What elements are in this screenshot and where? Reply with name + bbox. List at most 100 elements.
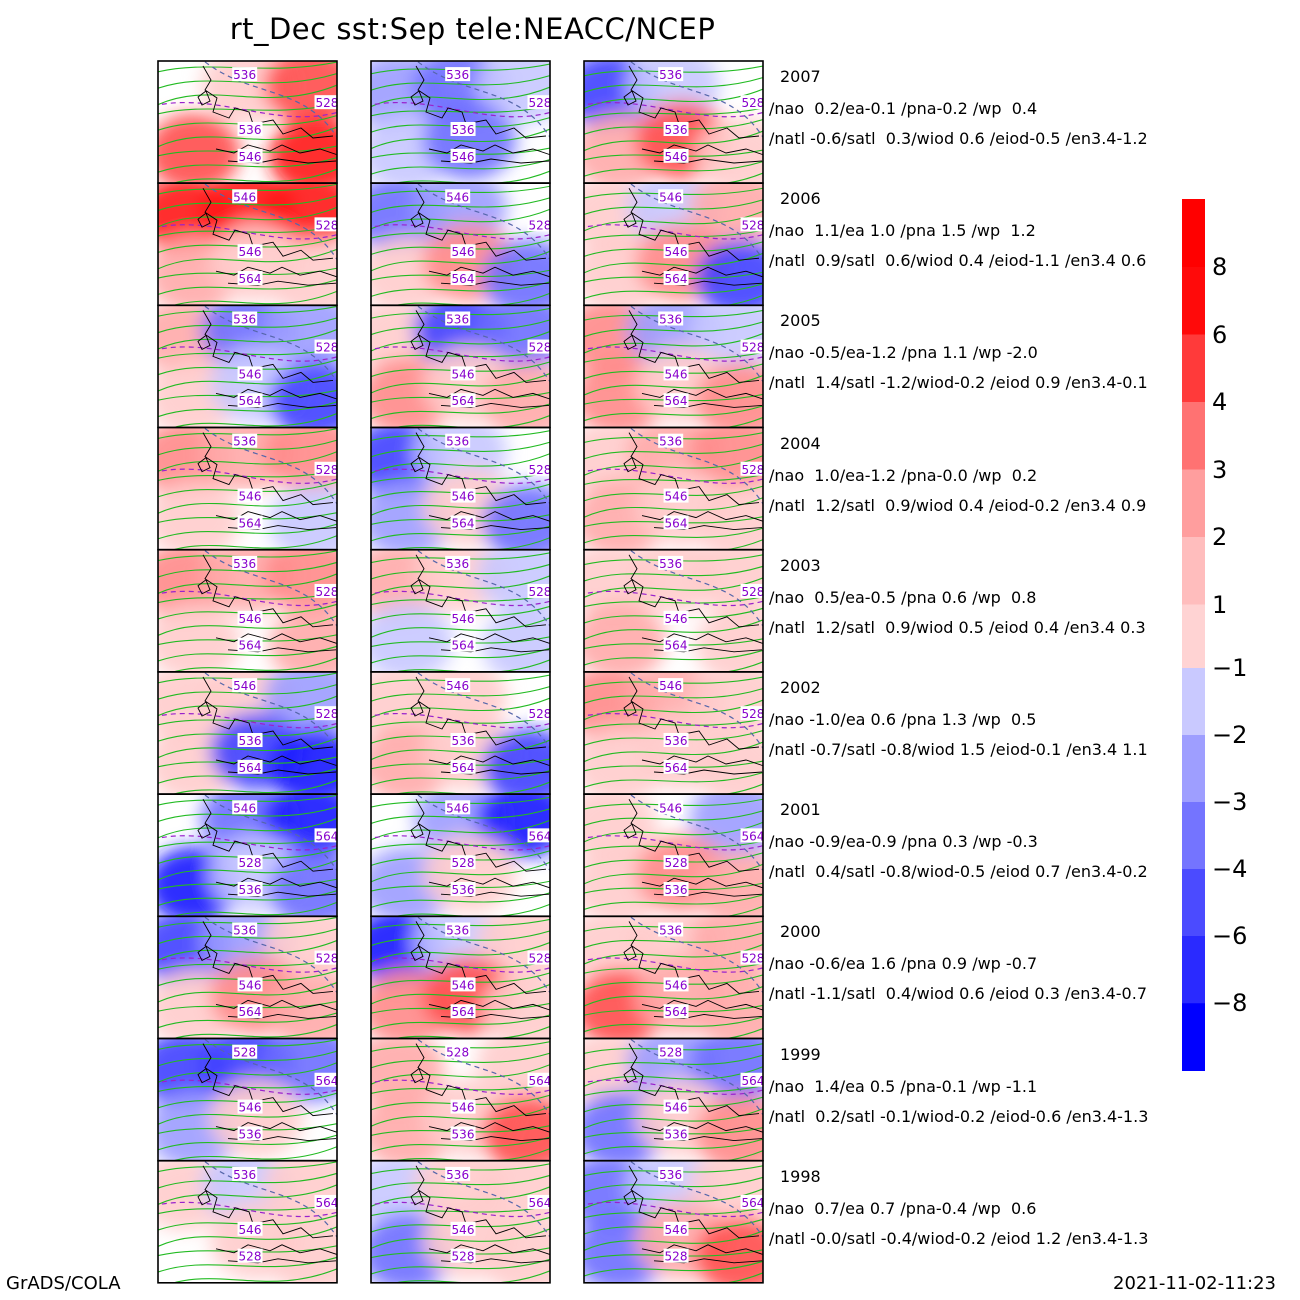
contour-label: 528 bbox=[665, 1250, 688, 1264]
teleconnection-indices: /nao -0.6/ea 1.6 /pna 0.9 /wp -0.7 bbox=[769, 954, 1038, 974]
coastline bbox=[410, 554, 550, 653]
height-contour bbox=[584, 321, 763, 338]
contour-label: 564 bbox=[665, 761, 688, 775]
sst-indices: /natl 0.4/satl -0.8/wiod-0.5 /eiod 0.7 /… bbox=[769, 862, 1148, 882]
height-contour bbox=[584, 527, 763, 544]
anomaly-blob bbox=[481, 1216, 550, 1283]
map-panel: 536 546 564 528 bbox=[583, 426, 764, 551]
height-contour bbox=[371, 281, 550, 298]
height-contour bbox=[371, 1228, 550, 1250]
coastline bbox=[410, 676, 550, 775]
contour-label: 546 bbox=[452, 612, 475, 626]
contour-label: 536 bbox=[239, 883, 262, 897]
coastline bbox=[410, 1043, 550, 1142]
coastline bbox=[410, 65, 550, 164]
height-contour bbox=[158, 317, 337, 334]
height-contour bbox=[584, 649, 763, 666]
colorbar-tick-label: −3 bbox=[1212, 788, 1248, 816]
height-contour bbox=[158, 928, 337, 945]
map-panel: 536 546 564 528 bbox=[157, 548, 338, 673]
height-contour bbox=[158, 695, 337, 717]
anomaly-blob bbox=[481, 1094, 550, 1161]
coastline bbox=[197, 65, 337, 164]
height-contour bbox=[371, 617, 550, 639]
contour-label: 564 bbox=[239, 516, 262, 530]
contour-label: 536 bbox=[659, 313, 682, 327]
contour-label: 546 bbox=[665, 367, 688, 381]
height-contour bbox=[584, 1016, 763, 1033]
map-panel: 536 546 564 528 bbox=[370, 426, 551, 551]
height-contour bbox=[584, 840, 763, 852]
contour-label: 546 bbox=[239, 1101, 262, 1115]
anomaly-blob bbox=[481, 605, 550, 672]
height-contour bbox=[158, 84, 337, 106]
colorbar-segment bbox=[1182, 267, 1205, 335]
contour-label: 528 bbox=[742, 707, 765, 721]
height-contour bbox=[158, 737, 337, 759]
contour-label: 546 bbox=[239, 150, 262, 164]
height-contour bbox=[584, 1085, 763, 1097]
contour-label: 528 bbox=[239, 1250, 262, 1264]
colorbar-segment bbox=[1182, 668, 1205, 736]
coastline bbox=[623, 1165, 763, 1264]
map-panel: 536 536 546 528 bbox=[583, 60, 764, 184]
sst-indices: /natl -0.7/satl -0.8/wiod 1.5 /eiod-0.1 … bbox=[769, 740, 1148, 759]
height-contour bbox=[371, 372, 550, 394]
height-contour bbox=[371, 1014, 550, 1031]
height-contour bbox=[371, 349, 550, 361]
coastline bbox=[410, 921, 550, 1019]
height-contour bbox=[584, 1138, 763, 1155]
height-contour bbox=[371, 74, 550, 91]
contour-label: 536 bbox=[659, 924, 682, 938]
height-contour bbox=[371, 1052, 550, 1069]
contour-label: 528 bbox=[742, 218, 765, 232]
height-contour bbox=[158, 939, 337, 961]
height-contour bbox=[371, 86, 550, 108]
height-contour bbox=[158, 615, 337, 637]
contour-label: 564 bbox=[742, 1196, 765, 1210]
contour-label: 528 bbox=[529, 585, 552, 599]
height-contour bbox=[158, 1050, 337, 1067]
contour-label: 564 bbox=[239, 394, 262, 408]
contour-label: 564 bbox=[452, 639, 475, 653]
contour-label: 536 bbox=[233, 68, 256, 82]
contour-label: 546 bbox=[233, 801, 256, 815]
map-panel: 536 546 564 528 bbox=[370, 548, 552, 673]
height-contour bbox=[158, 206, 337, 228]
height-contour bbox=[158, 328, 337, 350]
height-contour bbox=[371, 697, 550, 719]
contour-label: 564 bbox=[529, 1196, 552, 1210]
contour-label: 546 bbox=[452, 245, 475, 259]
contour-label: 564 bbox=[452, 272, 475, 286]
height-contour bbox=[371, 594, 550, 606]
anomaly-blob bbox=[694, 1094, 763, 1161]
coastline bbox=[410, 310, 550, 408]
contour-label: 546 bbox=[233, 679, 256, 693]
teleconnection-indices: /nao 1.4/ea 0.5 /pna-0.1 /wp -1.1 bbox=[769, 1076, 1038, 1096]
contour-label: 528 bbox=[529, 952, 552, 966]
contour-label: 546 bbox=[665, 490, 688, 504]
height-contour bbox=[620, 1149, 763, 1161]
height-contour bbox=[158, 126, 337, 148]
colorbar-segment bbox=[1182, 402, 1205, 470]
contour-label: 564 bbox=[452, 516, 475, 530]
height-contour bbox=[158, 1103, 337, 1126]
height-contour bbox=[371, 250, 550, 272]
contour-label: 564 bbox=[665, 1005, 688, 1019]
height-contour bbox=[158, 1184, 337, 1206]
coastline bbox=[623, 554, 763, 653]
contour-label: 546 bbox=[452, 978, 475, 992]
contour-label: 546 bbox=[665, 245, 688, 259]
height-contour bbox=[620, 416, 763, 428]
contour-label: 536 bbox=[233, 435, 256, 449]
coastline bbox=[197, 798, 337, 897]
height-contour bbox=[371, 1186, 550, 1208]
coastline bbox=[197, 310, 337, 408]
height-contour bbox=[158, 72, 337, 89]
year-label: 2007 bbox=[780, 67, 821, 86]
contour-label: 564 bbox=[239, 761, 262, 775]
coastline bbox=[623, 798, 763, 897]
height-contour bbox=[584, 283, 763, 300]
colorbar-segment bbox=[1182, 802, 1205, 870]
